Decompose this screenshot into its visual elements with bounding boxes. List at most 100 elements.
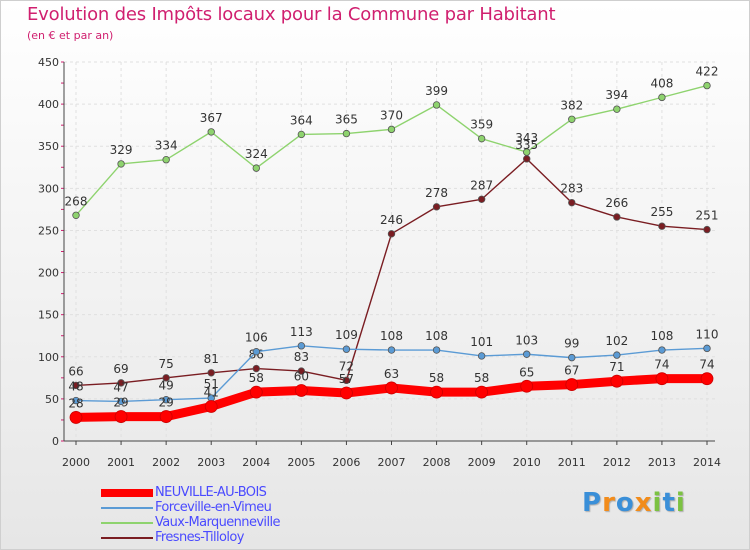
- y-tick-label: 300: [38, 182, 59, 195]
- x-tick-label: 2001: [107, 456, 135, 469]
- data-point-neuville-au-bois: [249, 385, 263, 399]
- x-tick-label: 2000: [62, 456, 90, 469]
- data-point-fresnes-tilloloy: [703, 225, 711, 234]
- data-label-forceville-en-vimeu: 51: [204, 377, 219, 391]
- data-label-neuville-au-bois: 58: [249, 371, 264, 385]
- data-point-fresnes-tilloloy: [207, 369, 215, 377]
- data-label-neuville-au-bois: 41: [204, 385, 219, 399]
- data-label-fresnes-tilloloy: 287: [470, 178, 493, 192]
- legend: NEUVILLE-AU-BOIS Forceville-en-Vimeu Vaux-…: [101, 485, 280, 545]
- data-point-neuville-au-bois: [565, 378, 579, 391]
- data-point-forceville-en-vimeu: [568, 353, 576, 362]
- data-point-fresnes-tilloloy: [117, 379, 125, 387]
- data-label-forceville-en-vimeu: 108: [380, 329, 403, 343]
- data-point-forceville-en-vimeu: [297, 342, 306, 350]
- data-label-vaux-marquenneville: 268: [65, 194, 88, 208]
- legend-label: Forceville-en-Vimeu: [155, 500, 272, 515]
- x-tick-label: 2014: [693, 456, 721, 469]
- x-tick-label: 2010: [513, 456, 541, 469]
- data-point-forceville-en-vimeu: [162, 396, 170, 404]
- data-point-neuville-au-bois: [114, 410, 128, 423]
- data-label-neuville-au-bois: 65: [519, 365, 534, 379]
- data-label-fresnes-tilloloy: 283: [560, 182, 583, 196]
- legend-swatch: [101, 506, 153, 509]
- data-label-forceville-en-vimeu: 103: [515, 333, 538, 347]
- data-point-vaux-marquenneville: [613, 105, 621, 113]
- x-tick-label: 2002: [152, 456, 180, 469]
- data-label-forceville-en-vimeu: 99: [564, 337, 579, 351]
- data-label-fresnes-tilloloy: 266: [605, 196, 628, 210]
- data-label-forceville-en-vimeu: 49: [159, 379, 174, 393]
- data-label-neuville-au-bois: 28: [68, 396, 83, 410]
- data-point-neuville-au-bois: [520, 379, 534, 393]
- legend-label: Vaux-Marquenneville: [155, 515, 280, 530]
- data-point-neuville-au-bois: [610, 374, 624, 388]
- data-label-forceville-en-vimeu: 108: [650, 329, 673, 343]
- data-label-forceville-en-vimeu: 109: [335, 328, 358, 342]
- legend-swatch: [101, 521, 153, 524]
- data-point-forceville-en-vimeu: [387, 346, 396, 354]
- data-label-vaux-marquenneville: 408: [650, 76, 673, 90]
- logo-letter: o: [615, 488, 635, 518]
- data-label-vaux-marquenneville: 422: [696, 65, 719, 79]
- data-label-vaux-marquenneville: 382: [560, 98, 583, 112]
- data-label-vaux-marquenneville: 359: [470, 118, 493, 132]
- x-tick-label: 2011: [558, 456, 586, 469]
- data-label-forceville-en-vimeu: 48: [68, 380, 83, 394]
- data-point-forceville-en-vimeu: [613, 351, 621, 359]
- data-point-neuville-au-bois: [204, 400, 218, 413]
- x-tick-label: 2003: [197, 456, 225, 469]
- data-label-fresnes-tilloloy: 278: [425, 186, 448, 200]
- data-label-neuville-au-bois: 60: [294, 369, 309, 383]
- data-label-vaux-marquenneville: 329: [110, 143, 133, 157]
- data-point-fresnes-tilloloy: [72, 381, 80, 390]
- y-tick-label: 450: [38, 56, 59, 69]
- x-tick-label: 2008: [423, 456, 451, 469]
- data-point-neuville-au-bois: [385, 381, 398, 395]
- data-point-fresnes-tilloloy: [658, 222, 666, 230]
- data-label-forceville-en-vimeu: 113: [290, 325, 313, 339]
- data-label-neuville-au-bois: 74: [654, 358, 669, 372]
- data-point-vaux-marquenneville: [477, 134, 486, 143]
- legend-item-vaux-marquenneville: Vaux-Marquenneville: [101, 515, 280, 530]
- legend-label: NEUVILLE-AU-BOIS: [155, 485, 267, 500]
- data-label-vaux-marquenneville: 365: [335, 113, 358, 127]
- data-point-fresnes-tilloloy: [342, 376, 351, 385]
- legend-label: Fresnes-Tilloloy: [155, 530, 244, 545]
- data-point-fresnes-tilloloy: [252, 364, 260, 373]
- data-point-vaux-marquenneville: [342, 129, 351, 138]
- data-point-fresnes-tilloloy: [432, 203, 441, 211]
- data-point-fresnes-tilloloy: [387, 230, 396, 238]
- data-label-fresnes-tilloloy: 83: [294, 350, 309, 364]
- data-point-vaux-marquenneville: [432, 101, 441, 109]
- x-tick-label: 2007: [378, 456, 406, 469]
- data-point-vaux-marquenneville: [72, 211, 80, 219]
- data-label-neuville-au-bois: 29: [159, 396, 174, 410]
- y-tick-label: 200: [38, 267, 59, 280]
- data-point-vaux-marquenneville: [162, 155, 170, 164]
- data-label-fresnes-tilloloy: 335: [515, 138, 538, 152]
- data-label-vaux-marquenneville: 399: [425, 84, 448, 98]
- y-tick-label: 0: [52, 435, 59, 448]
- logo-letter: x: [634, 488, 653, 518]
- data-label-neuville-au-bois: 29: [113, 396, 128, 410]
- data-label-neuville-au-bois: 58: [429, 371, 444, 385]
- data-label-fresnes-tilloloy: 251: [696, 209, 719, 223]
- x-tick-label: 2013: [648, 456, 676, 469]
- y-tick-label: 250: [38, 224, 59, 237]
- data-point-fresnes-tilloloy: [477, 195, 486, 203]
- chart-title: Evolution des Impôts locaux pour la Comm…: [27, 4, 556, 25]
- data-label-forceville-en-vimeu: 108: [425, 329, 448, 343]
- data-point-vaux-marquenneville: [207, 128, 215, 136]
- data-label-neuville-au-bois: 67: [564, 364, 579, 378]
- proxiti-logo: Proxiti: [582, 488, 686, 518]
- data-label-vaux-marquenneville: 367: [200, 111, 223, 125]
- legend-swatch: [101, 536, 153, 539]
- y-tick-label: 400: [38, 98, 59, 111]
- logo-letter: r: [602, 488, 616, 518]
- logo-letter: t: [662, 488, 676, 518]
- y-tick-label: 350: [38, 140, 59, 153]
- data-label-forceville-en-vimeu: 101: [470, 335, 493, 349]
